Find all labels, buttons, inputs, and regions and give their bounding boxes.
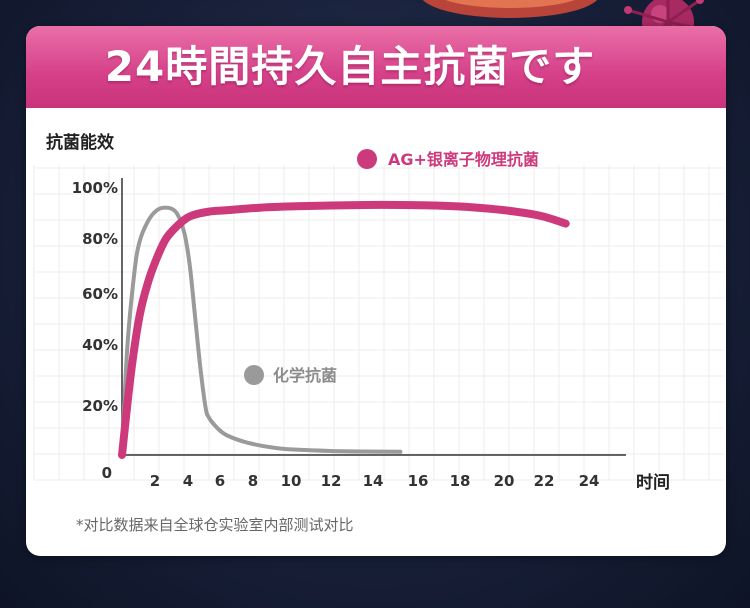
x-tick-label: 24 bbox=[579, 472, 600, 490]
y-tick-label: 80% bbox=[82, 230, 118, 248]
x-tick-label: 10 bbox=[281, 472, 302, 490]
y-tick-label: 100% bbox=[72, 179, 118, 197]
x-tick-label: 12 bbox=[321, 472, 342, 490]
legend-marker-chemical bbox=[244, 365, 264, 385]
x-tick-label: 22 bbox=[534, 472, 555, 490]
x-tick-label: 6 bbox=[215, 472, 225, 490]
y-tick-label: 60% bbox=[82, 285, 118, 303]
series-line-silver-ion bbox=[118, 200, 570, 459]
legend-label-chemical: 化学抗菌 bbox=[273, 366, 337, 385]
x-tick-label: 4 bbox=[183, 472, 193, 490]
chart-grid bbox=[33, 165, 724, 481]
x-tick-label: 8 bbox=[248, 472, 258, 490]
chart-labels: 抗菌能效 时间 AG+银离子物理抗菌 化学抗菌 bbox=[46, 132, 670, 493]
x-tick-label: 2 bbox=[150, 472, 160, 490]
y-axis-label: 抗菌能效 bbox=[46, 132, 114, 153]
title-banner: 24時間持久自主抗菌です bbox=[26, 26, 726, 108]
y-tick-label: 40% bbox=[82, 336, 118, 354]
x-tick-label: 20 bbox=[494, 472, 515, 490]
top-dish-inner bbox=[445, 0, 575, 8]
series-line-chemical bbox=[120, 205, 403, 457]
y-tick-label: 0 bbox=[102, 464, 112, 482]
chart-axes: 020%40%60%80%100%2 4 6 8 10 12 14 16 18 20 22 24 bbox=[72, 178, 626, 490]
footnote: *对比数据来自全球仓实验室内部测试对比 bbox=[76, 516, 354, 534]
x-tick-label: 16 bbox=[408, 472, 429, 490]
legend-marker-silver-ion bbox=[357, 149, 377, 169]
legend-label-silver-ion: AG+银离子物理抗菌 bbox=[388, 150, 539, 169]
x-tick-label: 14 bbox=[363, 472, 384, 490]
x-axis-label: 时间 bbox=[636, 472, 670, 493]
chart-series bbox=[118, 200, 570, 459]
page-title: 24時間持久自主抗菌です bbox=[104, 42, 596, 91]
x-tick-label: 18 bbox=[450, 472, 471, 490]
y-tick-label: 20% bbox=[82, 397, 118, 415]
